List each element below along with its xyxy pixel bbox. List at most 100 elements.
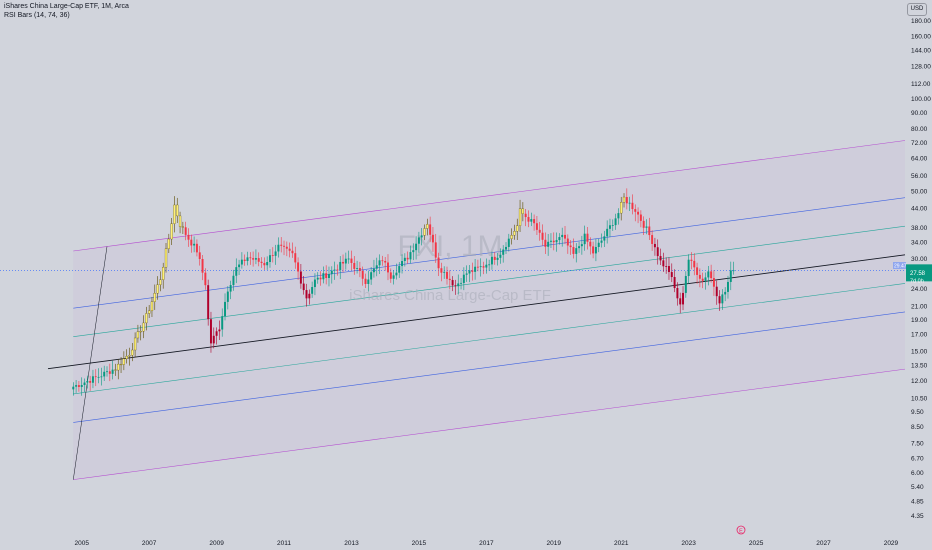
candle-body [139,331,142,333]
candle-body [451,280,454,286]
candle-body [167,238,170,249]
candle-body [530,219,533,222]
candle-body [662,260,665,267]
candle-body [398,266,401,273]
candle-body [440,268,443,273]
candle-body [569,245,572,248]
candle-body [496,257,499,260]
candle-body [710,271,713,279]
candle-body [86,380,89,383]
price-tick-label: 15.00 [911,348,928,355]
candle-body [148,310,151,314]
candle-body [415,243,418,251]
candle-body [707,271,710,278]
current-price-label: 27.58 [910,271,926,277]
candle-body [103,371,106,377]
candle-body [527,217,530,222]
candle-body [564,234,566,239]
candle-body [193,243,196,246]
ghost-price-label: 29.47 [894,264,907,270]
candle-body [159,279,162,285]
candle-body [448,278,451,281]
price-tick-label: 128.00 [911,63,931,70]
candle-body [561,234,564,238]
candle-body [622,196,626,203]
candle-body [423,228,426,236]
candle-body [417,237,420,244]
candle-body [209,319,212,344]
candle-body [268,255,271,263]
candle-body [589,241,592,247]
time-tick-label: 2023 [681,540,696,547]
channel-line-lower-outer[interactable] [73,368,906,480]
candle-body [462,274,465,283]
channel-line-quarter-low[interactable] [73,311,906,423]
candle-body [311,287,314,294]
candle-body [656,247,659,257]
candle-body [518,208,522,226]
time-axis[interactable]: 2005 2007 2009 2011 2013 2015 2017 2019 2021 2023… [74,540,898,547]
price-tick-label: 80.00 [911,126,928,133]
candle-body [353,262,356,269]
ghost-price-box [893,262,906,269]
candle-body [541,232,544,240]
candle-body [600,240,603,243]
candle-body [254,258,257,260]
candle-body [153,293,156,302]
candle-body [659,256,662,261]
candle-body [249,257,252,259]
candle-body [431,234,434,243]
candle-body [336,269,339,271]
indicator-label[interactable]: RSI Bars (14, 74, 36) [4,12,70,19]
events-marker[interactable]: E [736,525,746,535]
candle-body [263,262,266,266]
price-tick-label: 56.00 [911,173,928,180]
candle-body [381,260,384,262]
channel-line-eighth-high[interactable] [73,225,906,338]
candle-body [266,262,269,266]
candle-body [201,259,204,273]
candle-body [94,376,97,378]
candle-body [712,278,715,287]
price-tick-label: 100.00 [911,96,931,103]
time-tick-label: 2019 [547,540,562,547]
candle-body [628,202,631,204]
candle-body [89,380,92,383]
candle-body [642,220,645,228]
candle-body [125,356,128,359]
candle-body [460,282,463,284]
candle-body [637,211,640,215]
channel-line-eighth-low[interactable] [73,283,906,395]
candle-body [367,279,370,284]
candle-body [136,331,140,339]
candle-body [434,242,437,258]
channel-line-quarter-high[interactable] [73,197,906,309]
candle-body [339,261,342,270]
candle-body [75,385,78,387]
candle-body [83,382,86,385]
candle-body [631,202,634,210]
candle-body [305,290,308,299]
candle-body [488,264,491,266]
candle-body [243,259,246,261]
candle-body [412,250,415,253]
channel-line-upper-outer[interactable] [73,140,906,252]
price-axis[interactable]: 4.35 4.85 5.40 6.00 6.70 7.50 8.50 9.50 10.50 12.… [911,18,931,520]
price-tick-label: 44.00 [911,205,928,212]
candle-body [330,270,333,275]
time-tick-label: 2009 [209,540,224,547]
candle-body [580,244,583,247]
candle-body [718,296,721,304]
currency-button[interactable]: USD [907,3,927,16]
candle-body [505,246,507,250]
price-tick-label: 17.00 [911,332,928,339]
price-tick-label: 6.70 [911,455,924,462]
candle-body [162,267,165,280]
candle-body [715,286,718,297]
channel-line-median[interactable] [47,254,906,370]
candle-body [106,371,108,373]
candle-body [283,245,286,247]
time-tick-label: 2021 [614,540,629,547]
candle-body [704,277,707,281]
